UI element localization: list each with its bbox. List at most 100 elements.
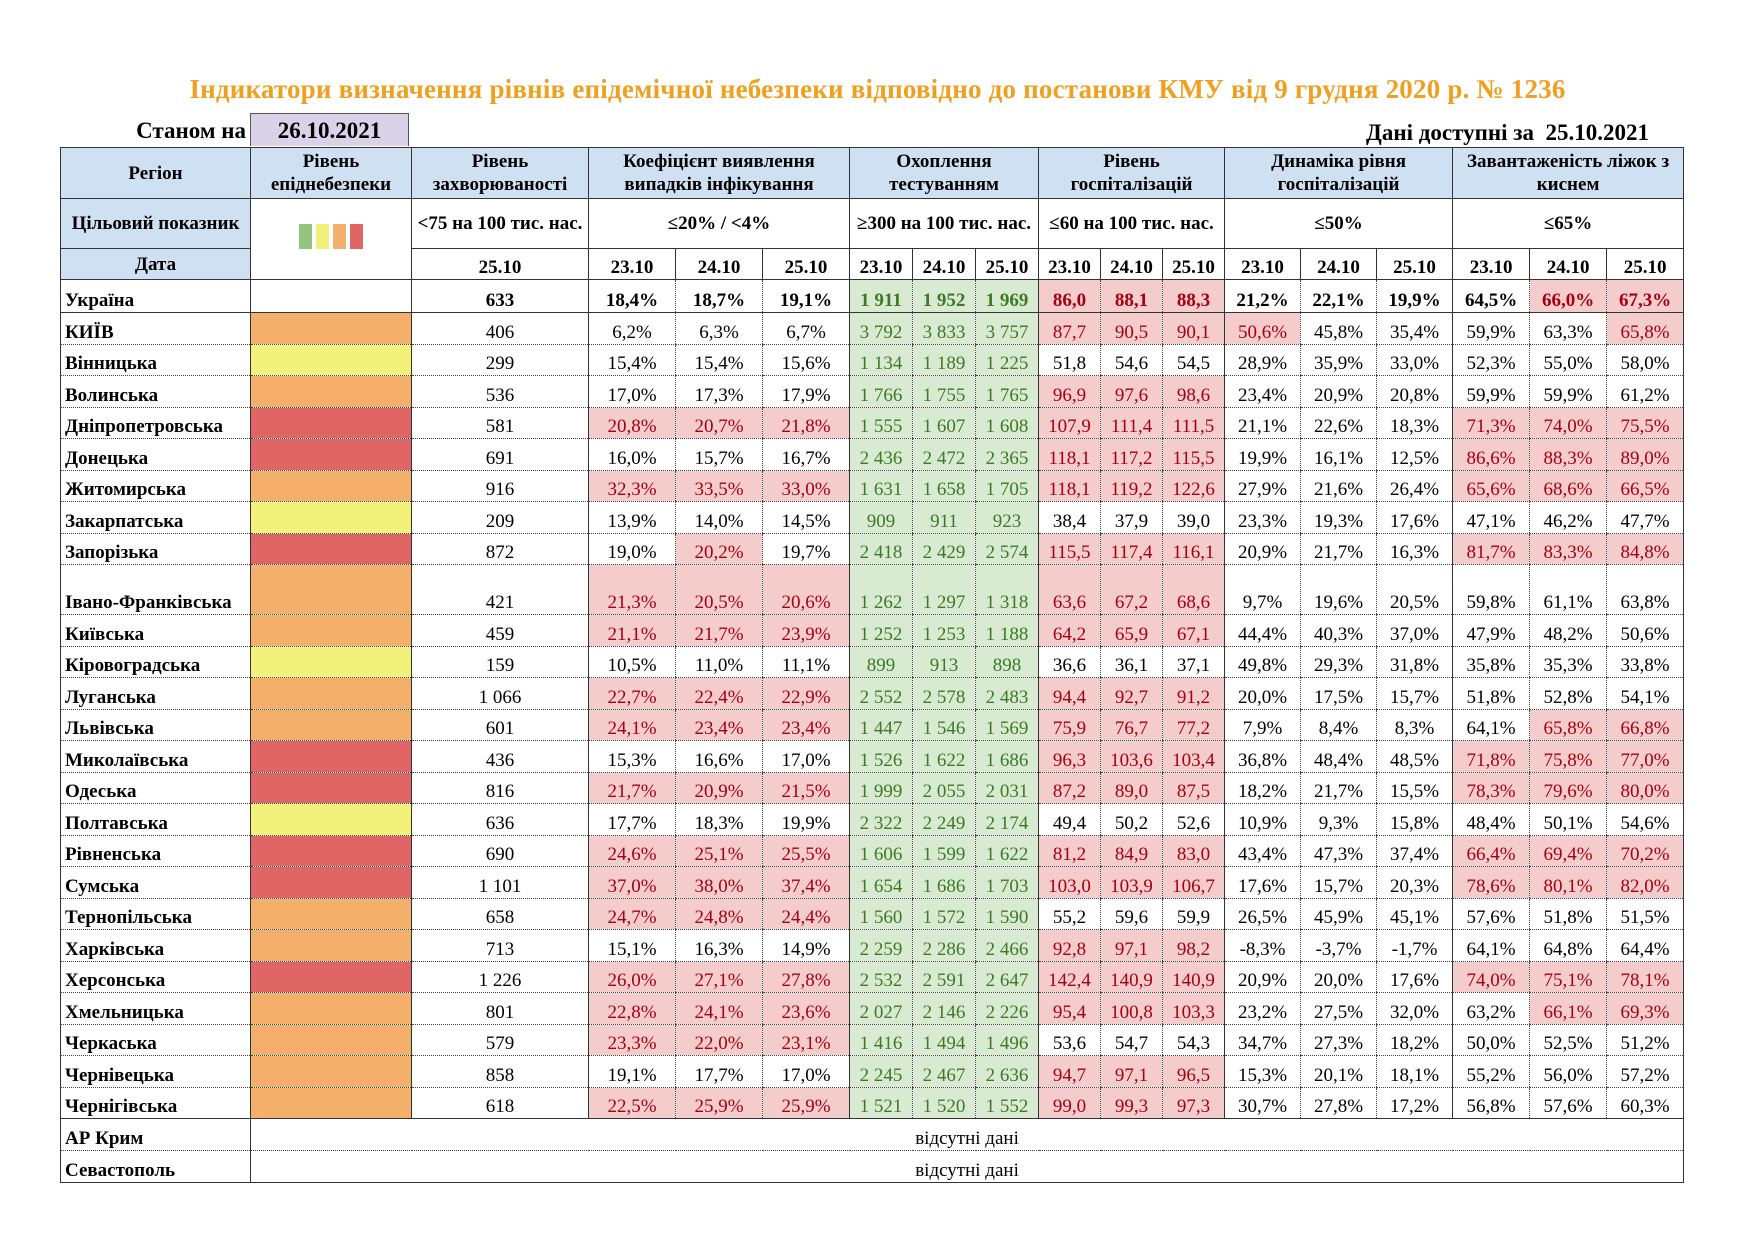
coef-cell: 6,2% — [588, 312, 676, 345]
danger-level-cell — [250, 1087, 412, 1119]
header-level: Рівень епіднебезпеки — [250, 147, 412, 199]
danger-level-cell — [250, 407, 412, 439]
testing-cell: 3 792 — [849, 312, 913, 345]
incidence-cell: 916 — [411, 470, 589, 502]
testing-cell: 1 765 — [974, 375, 1039, 408]
coef-cell: 22,8% — [588, 992, 676, 1025]
hosp-cell: 103,0 — [1038, 866, 1101, 899]
coef-cell: 21,7% — [588, 772, 676, 804]
coef-cell: 20,8% — [588, 407, 676, 439]
coef-cell: 23,4% — [675, 709, 763, 741]
coef-cell: 27,1% — [675, 961, 763, 993]
dyn-cell: 27,3% — [1300, 1024, 1377, 1056]
hosp-cell: 92,8 — [1038, 929, 1101, 962]
testing-cell: 1 447 — [849, 709, 913, 741]
dyn-cell: 20,9% — [1300, 375, 1377, 408]
hosp-cell: 52,6 — [1162, 803, 1225, 836]
beds-cell: 67,3% — [1606, 279, 1685, 313]
coef-cell: 19,7% — [762, 533, 850, 565]
coef-cell: 21,1% — [588, 614, 676, 647]
danger-level-cell — [250, 501, 412, 534]
incidence-cell: 299 — [411, 344, 589, 376]
region-name: Дніпропетровська — [60, 407, 251, 439]
date-cell: 25.10 — [974, 248, 1040, 280]
hosp-cell: 97,3 — [1162, 1087, 1225, 1119]
beds-cell: 56,8% — [1452, 1087, 1530, 1119]
dyn-cell: 36,8% — [1224, 740, 1301, 773]
coef-cell: 23,9% — [762, 614, 850, 647]
dyn-cell: 20,0% — [1224, 677, 1301, 710]
dyn-cell: 34,7% — [1224, 1024, 1301, 1056]
region-name: Севастополь — [60, 1150, 251, 1183]
testing-cell: 1 526 — [849, 740, 913, 773]
dyn-cell: 21,6% — [1300, 470, 1377, 502]
header-region: Регіон — [60, 147, 251, 199]
coef-cell: 21,3% — [588, 564, 676, 615]
coef-cell: 26,0% — [588, 961, 676, 993]
beds-cell: 77,0% — [1606, 740, 1685, 773]
dyn-cell: 23,3% — [1224, 501, 1301, 534]
dyn-cell: 18,1% — [1376, 1055, 1453, 1088]
region-name: Полтавська — [60, 803, 251, 836]
incidence-cell: 658 — [411, 898, 589, 930]
testing-cell: 1 622 — [974, 835, 1039, 867]
beds-cell: 59,9% — [1452, 312, 1530, 345]
region-name: Херсонська — [60, 961, 251, 993]
testing-cell: 2 146 — [912, 992, 976, 1025]
target-dyn: ≤50% — [1224, 198, 1454, 249]
date-cell: 25.10 — [1376, 248, 1454, 280]
hosp-cell: 106,7 — [1162, 866, 1225, 899]
beds-cell: 66,8% — [1606, 709, 1685, 741]
coef-cell: 16,7% — [762, 438, 850, 471]
beds-cell: 52,8% — [1529, 677, 1607, 710]
dyn-cell: 35,4% — [1376, 312, 1453, 345]
dyn-cell: 50,6% — [1224, 312, 1301, 345]
coef-cell: 14,0% — [675, 501, 763, 534]
incidence-cell: 636 — [411, 803, 589, 836]
beds-cell: 52,3% — [1452, 344, 1530, 376]
testing-cell: 1 606 — [849, 835, 913, 867]
beds-cell: 50,1% — [1529, 803, 1607, 836]
coef-cell: 16,6% — [675, 740, 763, 773]
beds-cell: 47,9% — [1452, 614, 1530, 647]
testing-cell: 3 833 — [912, 312, 976, 345]
hosp-cell: 37,9 — [1100, 501, 1163, 534]
dyn-cell: 15,5% — [1376, 772, 1453, 804]
dyn-cell: 10,9% — [1224, 803, 1301, 836]
dyn-cell: 44,4% — [1224, 614, 1301, 647]
date-cell: 23.10 — [1452, 248, 1531, 280]
region-name: Львівська — [60, 709, 251, 741]
beds-cell: 47,7% — [1606, 501, 1685, 534]
region-name: Луганська — [60, 677, 251, 710]
testing-cell: 911 — [912, 501, 976, 534]
beds-cell: 79,6% — [1529, 772, 1607, 804]
testing-cell: 1 546 — [912, 709, 976, 741]
beds-cell: 75,5% — [1606, 407, 1685, 439]
incidence-cell: 209 — [411, 501, 589, 534]
beds-cell: 35,3% — [1529, 646, 1607, 678]
hosp-cell: 68,6 — [1162, 564, 1225, 615]
hosp-cell: 64,2 — [1038, 614, 1101, 647]
beds-cell: 57,6% — [1452, 898, 1530, 930]
incidence-cell: 816 — [411, 772, 589, 804]
coef-cell: 20,5% — [675, 564, 763, 615]
testing-cell: 899 — [849, 646, 913, 678]
incidence-cell: 872 — [411, 533, 589, 565]
dyn-cell: 21,2% — [1224, 279, 1301, 313]
hosp-cell: 51,8 — [1038, 344, 1101, 376]
testing-cell: 1 189 — [912, 344, 976, 376]
table-row: Житомирська 916 32,3% 33,5% 33,0% 1 631 1 658 1… — [60, 470, 1685, 502]
incidence-cell: 801 — [411, 992, 589, 1025]
dyn-cell: 20,0% — [1300, 961, 1377, 993]
available-date: 25.10.2021 — [1545, 120, 1650, 145]
coef-cell: 17,0% — [762, 1055, 850, 1088]
beds-cell: 81,7% — [1452, 533, 1530, 565]
hosp-cell: 38,4 — [1038, 501, 1101, 534]
missing-data-note: відсутні дані — [249, 1118, 1685, 1151]
table-row: Одеська 816 21,7% 20,9% 21,5% 1 999 2 055 2 031… — [60, 772, 1685, 804]
dyn-cell: 9,3% — [1300, 803, 1377, 836]
coef-cell: 15,4% — [675, 344, 763, 376]
region-name: Донецька — [60, 438, 251, 471]
coef-cell: 25,5% — [762, 835, 850, 867]
danger-level-cell — [250, 375, 412, 408]
